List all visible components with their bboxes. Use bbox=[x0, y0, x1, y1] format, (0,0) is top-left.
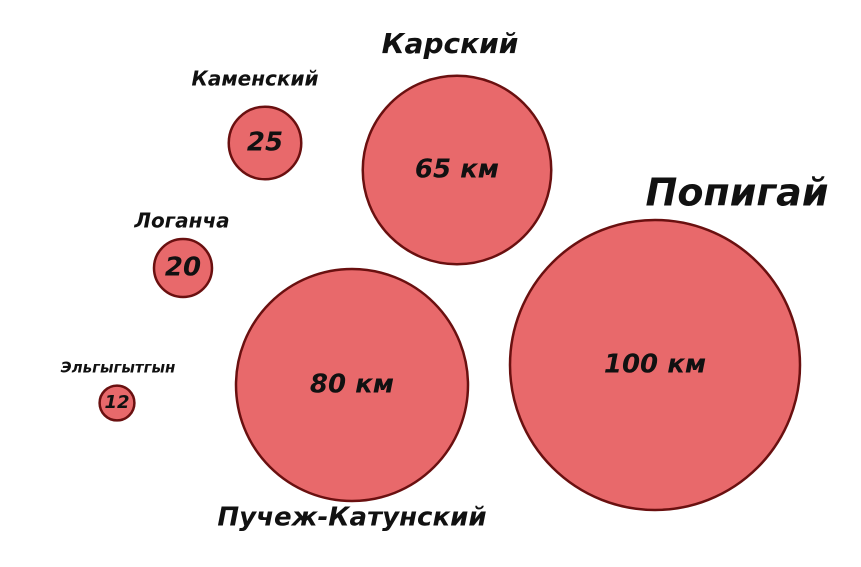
crater-name: Эльгыгытгын bbox=[61, 359, 176, 377]
crater bbox=[234, 267, 470, 503]
crater bbox=[508, 218, 802, 512]
value-label: 25 bbox=[247, 128, 283, 158]
crater bbox=[98, 384, 136, 422]
crater-name: Попигай bbox=[646, 171, 829, 215]
crater-name: Пучеж-Катунский bbox=[217, 503, 486, 533]
crater bbox=[227, 105, 303, 181]
value-label: 20 bbox=[165, 253, 201, 283]
value-label: 65 км bbox=[415, 155, 499, 185]
crater-name: Каменский bbox=[191, 67, 318, 91]
value-label: 100 км bbox=[604, 350, 706, 380]
value-label: 80 км bbox=[310, 370, 394, 400]
crater bbox=[152, 237, 214, 299]
crater-name: Карский bbox=[382, 27, 519, 60]
crater-name: Логанча bbox=[133, 209, 229, 233]
value-label: 12 bbox=[104, 392, 129, 413]
crater bbox=[361, 74, 553, 266]
